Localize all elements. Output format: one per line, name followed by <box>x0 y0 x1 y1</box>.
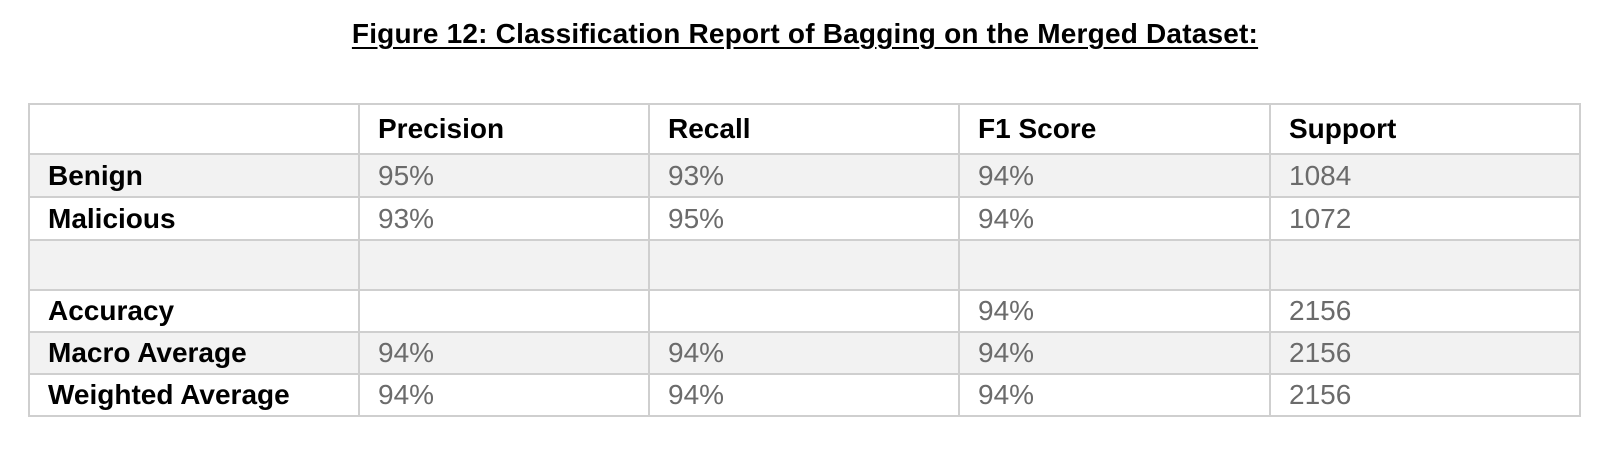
table-row-accuracy: Accuracy 94% 2156 <box>28 289 1581 333</box>
precision-cell: 94% <box>358 373 650 417</box>
header-cell-f1-score: F1 Score <box>958 103 1271 155</box>
table-row-macro-average: Macro Average 94% 94% 94% 2156 <box>28 331 1581 375</box>
row-label: Weighted Average <box>28 373 360 417</box>
f1-cell: 94% <box>958 289 1271 333</box>
recall-cell: 93% <box>648 153 960 198</box>
recall-cell <box>648 289 960 333</box>
precision-cell: 94% <box>358 331 650 375</box>
header-cell-precision: Precision <box>358 103 650 155</box>
row-label: Macro Average <box>28 331 360 375</box>
support-cell: 2156 <box>1269 373 1581 417</box>
classification-report-table: Precision Recall F1 Score Support Benign… <box>28 103 1581 417</box>
table-row-benign: Benign 95% 93% 94% 1084 <box>28 153 1581 198</box>
support-cell: 1072 <box>1269 196 1581 241</box>
f1-cell: 94% <box>958 153 1271 198</box>
support-cell: 2156 <box>1269 289 1581 333</box>
header-row: Precision Recall F1 Score Support <box>28 103 1581 155</box>
precision-cell: 95% <box>358 153 650 198</box>
table-row-spacer <box>28 239 1581 291</box>
f1-cell: 94% <box>958 373 1271 417</box>
support-cell <box>1269 239 1581 291</box>
header-cell-recall: Recall <box>648 103 960 155</box>
f1-cell <box>958 239 1271 291</box>
header-cell-blank <box>28 103 360 155</box>
f1-cell: 94% <box>958 331 1271 375</box>
f1-cell: 94% <box>958 196 1271 241</box>
row-label <box>28 239 360 291</box>
support-cell: 2156 <box>1269 331 1581 375</box>
recall-cell: 94% <box>648 331 960 375</box>
table-row-malicious: Malicious 93% 95% 94% 1072 <box>28 196 1581 241</box>
recall-cell: 94% <box>648 373 960 417</box>
support-cell: 1084 <box>1269 153 1581 198</box>
precision-cell <box>358 239 650 291</box>
row-label: Accuracy <box>28 289 360 333</box>
row-label: Malicious <box>28 196 360 241</box>
row-label: Benign <box>28 153 360 198</box>
precision-cell <box>358 289 650 333</box>
recall-cell: 95% <box>648 196 960 241</box>
recall-cell <box>648 239 960 291</box>
table-row-weighted-average: Weighted Average 94% 94% 94% 2156 <box>28 373 1581 417</box>
figure-title: Figure 12: Classification Report of Bagg… <box>351 18 1259 49</box>
header-cell-support: Support <box>1269 103 1581 155</box>
precision-cell: 93% <box>358 196 650 241</box>
